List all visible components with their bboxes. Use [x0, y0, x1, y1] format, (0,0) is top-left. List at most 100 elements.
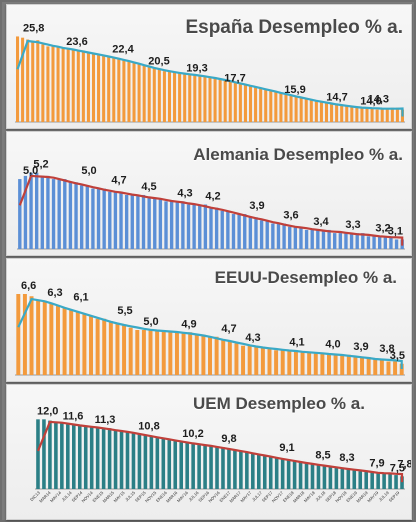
bar — [48, 420, 52, 489]
data-label: 4,3 — [245, 332, 260, 344]
bar — [55, 305, 60, 375]
bar — [324, 102, 329, 122]
bar — [370, 108, 374, 122]
bar — [191, 443, 195, 489]
data-label: 5,2 — [33, 159, 48, 171]
x-tick-label: MAY19 — [366, 490, 380, 504]
bar — [85, 185, 89, 249]
x-tick-label: MAY18 — [303, 490, 317, 504]
bar — [63, 179, 67, 249]
bar — [193, 74, 197, 122]
data-label: 7,8 — [397, 459, 411, 471]
data-label: 4,0 — [325, 339, 340, 351]
bar — [346, 354, 351, 375]
bar — [108, 191, 112, 249]
bar — [169, 201, 174, 249]
bar — [82, 314, 87, 375]
bar — [288, 226, 292, 249]
bar — [137, 63, 141, 122]
bar — [218, 78, 222, 122]
bar — [198, 204, 202, 249]
bar — [349, 233, 354, 249]
chart-panel-alemania: 5,0 5,2 5,0 4,7 4,5 4,3 4,2 3,9 3,6 3,4 3,3 3,2 3,1 … — [6, 131, 412, 256]
bar — [233, 82, 237, 122]
bar — [274, 91, 278, 122]
bar — [51, 179, 56, 249]
bar — [23, 175, 28, 249]
bar — [173, 72, 177, 122]
bar — [327, 354, 331, 375]
data-label: 4,7 — [111, 175, 126, 187]
data-label: 9,1 — [279, 442, 294, 454]
bar — [113, 429, 118, 489]
bar — [227, 448, 231, 489]
bar — [257, 454, 261, 489]
bar — [361, 233, 365, 249]
data-label: 3,2 — [375, 222, 390, 234]
bar — [247, 345, 252, 375]
bar — [365, 108, 369, 122]
bar — [18, 179, 22, 249]
bar — [127, 60, 131, 122]
chart-uem: 12,0 11,6 11,3 10,8 10,2 9,8 9,1 8,5 8,3 7,9 7,87,… — [29, 405, 411, 504]
bar — [264, 89, 268, 122]
bar — [72, 424, 76, 489]
bar — [174, 332, 179, 375]
bar — [101, 428, 106, 489]
bar — [282, 223, 286, 249]
data-label: 11,6 — [63, 410, 84, 422]
data-label: 8,5 — [315, 450, 330, 462]
bar — [293, 226, 298, 249]
bar — [119, 191, 123, 249]
bar — [226, 210, 230, 249]
bar — [231, 214, 236, 249]
bar — [352, 470, 357, 489]
bar — [113, 191, 118, 249]
bar — [69, 309, 74, 375]
bar — [370, 472, 374, 489]
data-label: 3,1 — [388, 226, 403, 238]
bar — [161, 330, 166, 375]
bar — [66, 424, 70, 489]
bar — [338, 233, 343, 249]
bar — [36, 40, 40, 122]
bar — [375, 109, 379, 122]
bar — [91, 53, 96, 122]
bar — [155, 437, 160, 489]
bar — [248, 217, 253, 249]
bar — [149, 435, 154, 489]
bar — [76, 50, 80, 122]
bar — [130, 194, 134, 249]
bar — [327, 229, 331, 249]
bar — [125, 432, 130, 489]
bar — [124, 194, 129, 249]
chart-panel-eeuu: 6,6 6,3 6,1 5,5 5,0 4,9 4,7 4,3 4,1 4,0 3,9 3,8 3,5 … — [6, 258, 412, 382]
data-label: 3,8 — [379, 343, 394, 355]
data-label: 11,3 — [95, 414, 116, 426]
chart-panel-uem: 12,0 11,6 11,3 10,8 10,2 9,8 9,1 8,5 8,3 7,9 7,87,… — [6, 384, 412, 520]
data-label: 5,0 — [23, 165, 38, 177]
bar — [161, 438, 166, 489]
bar — [386, 361, 391, 375]
bar — [345, 105, 349, 122]
bar — [143, 434, 148, 489]
bar — [364, 471, 368, 489]
bar — [293, 350, 298, 375]
bar — [382, 472, 386, 489]
bar — [213, 77, 217, 122]
bar — [107, 428, 112, 489]
bar — [194, 334, 199, 375]
bar — [185, 442, 189, 489]
bar — [96, 188, 101, 249]
bar — [307, 352, 312, 375]
data-label: 15,9 — [284, 84, 305, 96]
bar — [148, 330, 153, 375]
bar — [135, 330, 140, 375]
bar — [22, 294, 27, 375]
bar — [340, 467, 345, 489]
bar — [62, 307, 67, 375]
bar — [197, 444, 201, 489]
bar — [131, 433, 136, 489]
data-label: 14,3 — [368, 94, 389, 106]
